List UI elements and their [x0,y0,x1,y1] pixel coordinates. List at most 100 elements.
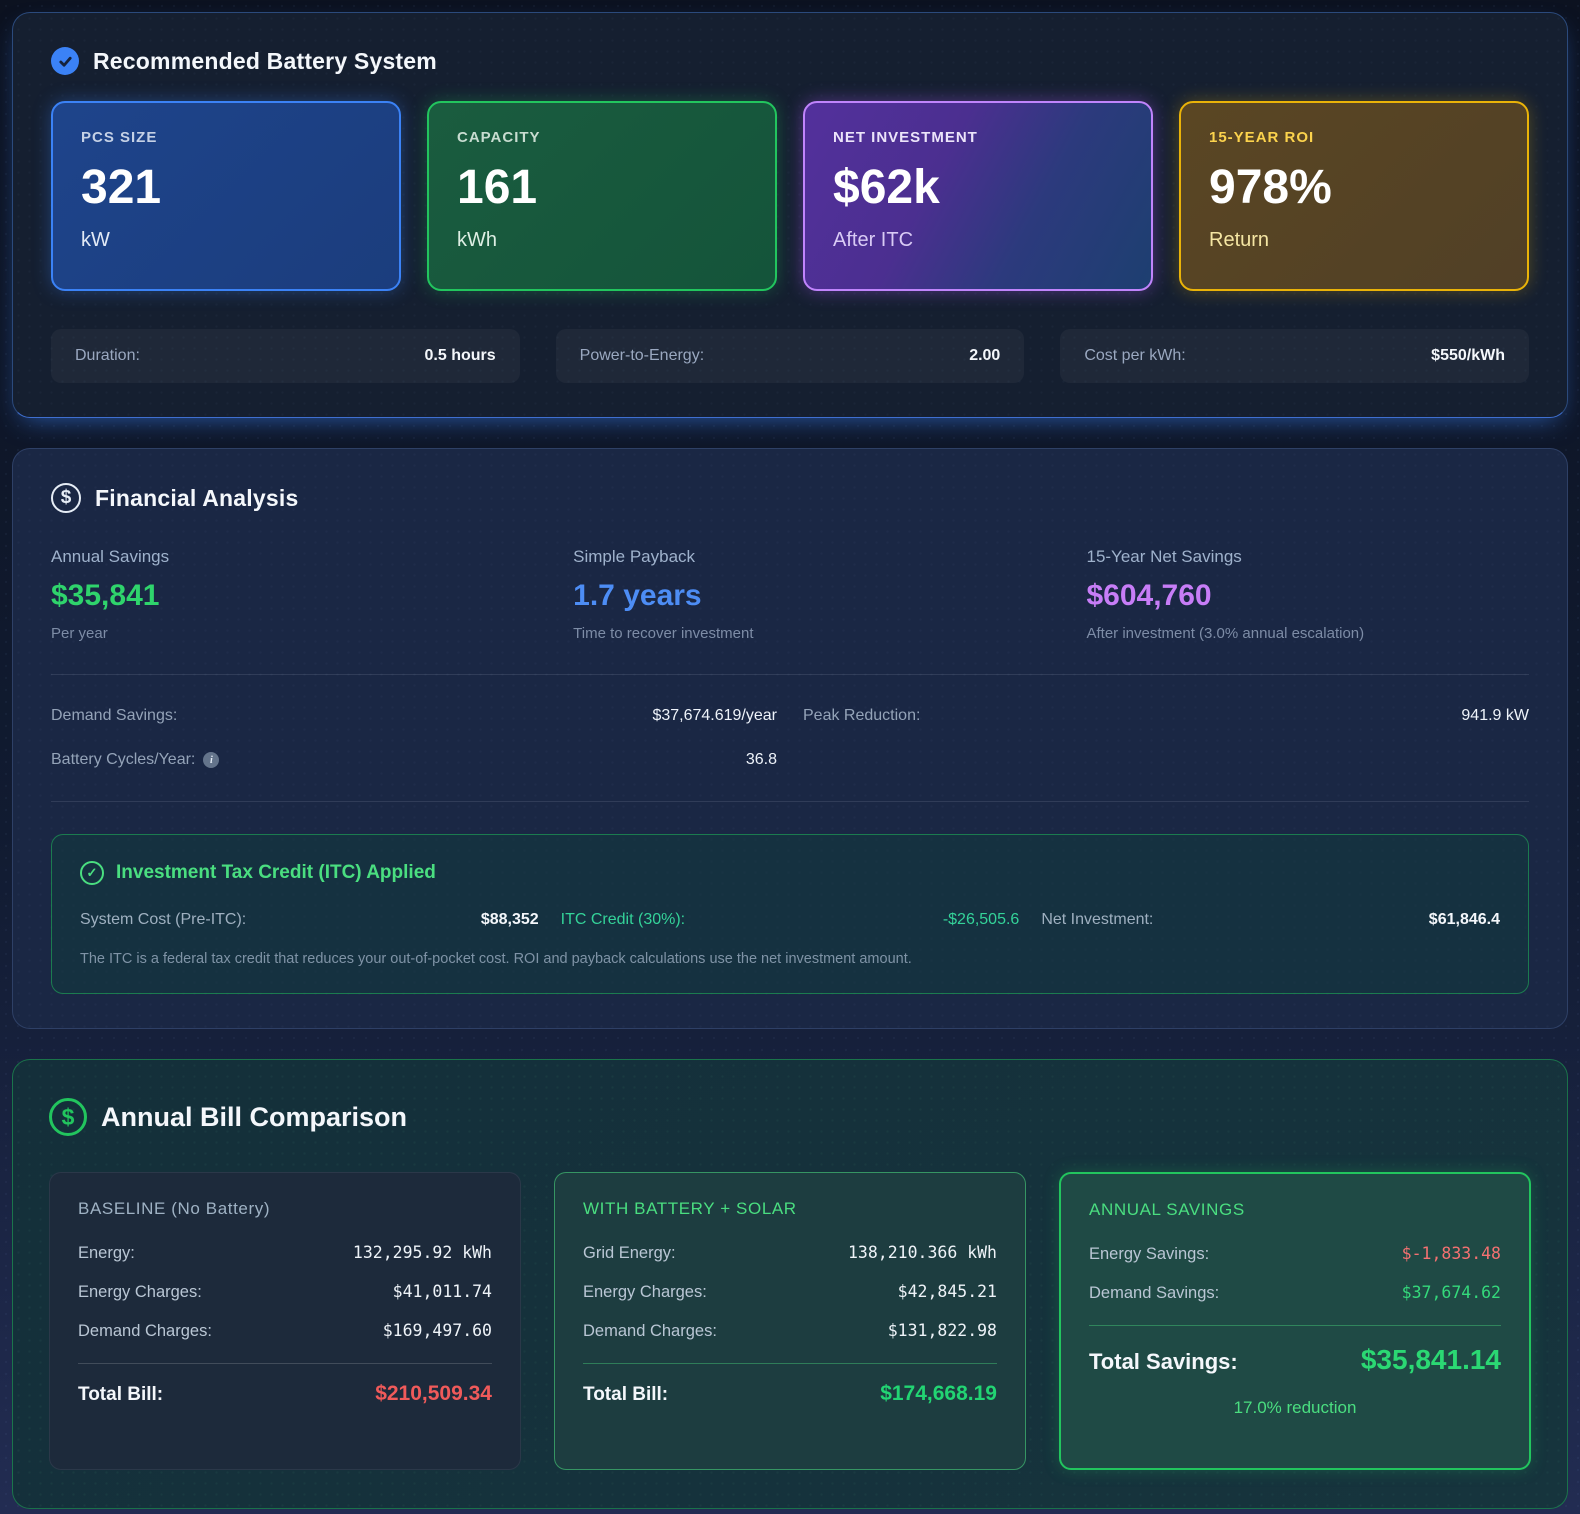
bill-card-title: BASELINE (No Battery) [78,1199,271,1218]
detail-label-text: Battery Cycles/Year: [51,751,196,768]
recommended-battery-section: Recommended Battery System PCS SIZE 321 … [12,12,1568,418]
meta-duration: Duration: 0.5 hours [51,329,520,383]
bill-total-row: Total Savings: $35,841.14 [1089,1344,1501,1376]
section-title: Recommended Battery System [93,47,437,74]
stat-value: $62k [833,161,940,214]
stat-card-net-investment: NET INVESTMENT $62k After ITC [803,101,1153,291]
itc-applied-box: ✓ Investment Tax Credit (ITC) Applied Sy… [51,834,1529,994]
meta-cost-per-kwh: Cost per kWh: $550/kWh [1060,329,1529,383]
bill-row-grid-energy: Grid Energy: 138,210.366 kWh [583,1243,997,1263]
stat-label: NET INVESTMENT [833,129,978,146]
detail-demand-savings: Demand Savings: $37,674.619/year [51,707,777,725]
financial-details: Demand Savings: $37,674.619/year Peak Re… [51,707,1529,769]
bill-total-value: $174,668.19 [880,1382,997,1405]
stat-card-15-year-roi: 15-YEAR ROI 978% Return [1179,101,1529,291]
divider [51,674,1529,675]
stat-card-pcs-size: PCS SIZE 321 kW [51,101,401,291]
detail-battery-cycles: Battery Cycles/Year: i 36.8 [51,751,777,769]
highlight-value: $35,841 [51,579,160,612]
detail-value: 941.9 kW [1461,707,1529,724]
highlight-value: 1.7 years [573,579,702,612]
divider [583,1363,997,1364]
highlight-annual-savings: Annual Savings $35,841 Per year [51,547,573,642]
bill-row-demand-savings: Demand Savings: $37,674.62 [1089,1283,1501,1303]
stat-unit: After ITC [833,228,914,251]
bill-total-value: $35,841.14 [1360,1344,1501,1375]
stat-card-grid: PCS SIZE 321 kW CAPACITY 161 kWh NET INV… [51,101,1529,291]
bill-label: Energy Savings: [1089,1245,1210,1263]
highlight-label: Simple Payback [573,547,696,566]
bill-total-label: Total Bill: [78,1384,164,1405]
meta-label: Power-to-Energy: [579,347,705,364]
info-icon[interactable]: i [203,752,220,768]
meta-label: Cost per kWh: [1084,347,1186,364]
bill-total-label: Total Savings: [1089,1349,1238,1374]
itc-system-cost: System Cost (Pre-ITC): $88,352 [80,911,539,929]
stat-unit: Return [1209,228,1270,251]
bill-label: Demand Savings: [1089,1284,1220,1302]
bill-row-energy-savings: Energy Savings: $-1,833.48 [1089,1244,1501,1264]
section-title: Annual Bill Comparison [101,1101,408,1132]
stat-unit: kWh [457,228,497,251]
bill-label: Grid Energy: [583,1244,676,1262]
detail-label: Battery Cycles/Year: i [51,751,220,769]
bill-label: Energy Charges: [78,1283,202,1301]
itc-net-investment: Net Investment: $61,846.4 [1041,911,1500,929]
itc-title: Investment Tax Credit (ITC) Applied [116,862,436,883]
check-circle-icon: ✓ [80,861,104,885]
bill-total-row: Total Bill: $210,509.34 [78,1382,492,1406]
highlight-simple-payback: Simple Payback 1.7 years Time to recover… [573,547,1086,642]
itc-value: $61,846.4 [1428,911,1500,928]
highlight-sub: Per year [51,625,108,642]
system-meta-row: Duration: 0.5 hours Power-to-Energy: 2.0… [51,329,1529,383]
bill-total-label: Total Bill: [583,1384,669,1405]
bill-value: $37,674.62 [1401,1283,1501,1302]
highlight-sub: Time to recover investment [573,625,754,642]
bill-label: Energy Charges: [583,1283,707,1301]
bill-value: $42,845.21 [897,1282,997,1301]
divider [78,1363,492,1364]
itc-credit: ITC Credit (30%): -$26,505.6 [561,911,1020,929]
itc-note: The ITC is a federal tax credit that red… [80,951,912,967]
bill-value: $41,011.74 [392,1282,492,1301]
detail-value: $37,674.619/year [652,707,777,724]
bill-card-baseline: BASELINE (No Battery) Energy: 132,295.92… [49,1172,521,1470]
stat-label: PCS SIZE [81,129,158,146]
detail-empty-cell [803,751,1529,769]
bill-value: $131,822.98 [887,1321,997,1340]
bill-label: Demand Charges: [78,1322,212,1340]
detail-value: 36.8 [745,751,777,768]
bill-label: Demand Charges: [583,1322,717,1340]
annual-bill-comparison-header: $ Annual Bill Comparison [49,1098,1531,1136]
divider [51,801,1529,802]
bill-card-grid: BASELINE (No Battery) Energy: 132,295.92… [49,1172,1531,1470]
financial-analysis-header: $ Financial Analysis [51,483,1529,513]
bill-total-value: $210,509.34 [375,1382,492,1405]
annual-bill-comparison-section: $ Annual Bill Comparison BASELINE (No Ba… [12,1059,1568,1509]
divider [1089,1325,1501,1326]
bill-card-annual-savings: ANNUAL SAVINGS Energy Savings: $-1,833.4… [1059,1172,1531,1470]
itc-label: ITC Credit (30%): [560,911,686,928]
bill-value: $169,497.60 [382,1321,492,1340]
meta-value: $550/kWh [1431,347,1505,364]
bill-card-title: WITH BATTERY + SOLAR [583,1199,797,1218]
meta-value: 2.00 [969,347,1001,364]
bill-value: 138,210.366 kWh [847,1243,997,1262]
detail-label: Peak Reduction: [803,707,921,724]
bill-card-title: ANNUAL SAVINGS [1089,1200,1245,1219]
dollar-circle-icon: $ [49,1098,87,1136]
bill-row-demand-charges: Demand Charges: $169,497.60 [78,1321,492,1341]
dollar-circle-icon: $ [51,483,81,513]
bill-row-energy: Energy: 132,295.92 kWh [78,1243,492,1263]
bill-row-demand-charges: Demand Charges: $131,822.98 [583,1321,997,1341]
bill-label: Energy: [78,1244,135,1262]
stat-value: 321 [81,161,162,214]
meta-value: 0.5 hours [424,347,496,364]
section-title: Financial Analysis [95,484,299,511]
bill-value: 132,295.92 kWh [352,1243,492,1262]
bill-row-energy-charges: Energy Charges: $42,845.21 [583,1282,997,1302]
meta-label: Duration: [75,347,140,364]
bill-row-energy-charges: Energy Charges: $41,011.74 [78,1282,492,1302]
detail-peak-reduction: Peak Reduction: 941.9 kW [803,707,1529,725]
bill-total-row: Total Bill: $174,668.19 [583,1382,997,1406]
